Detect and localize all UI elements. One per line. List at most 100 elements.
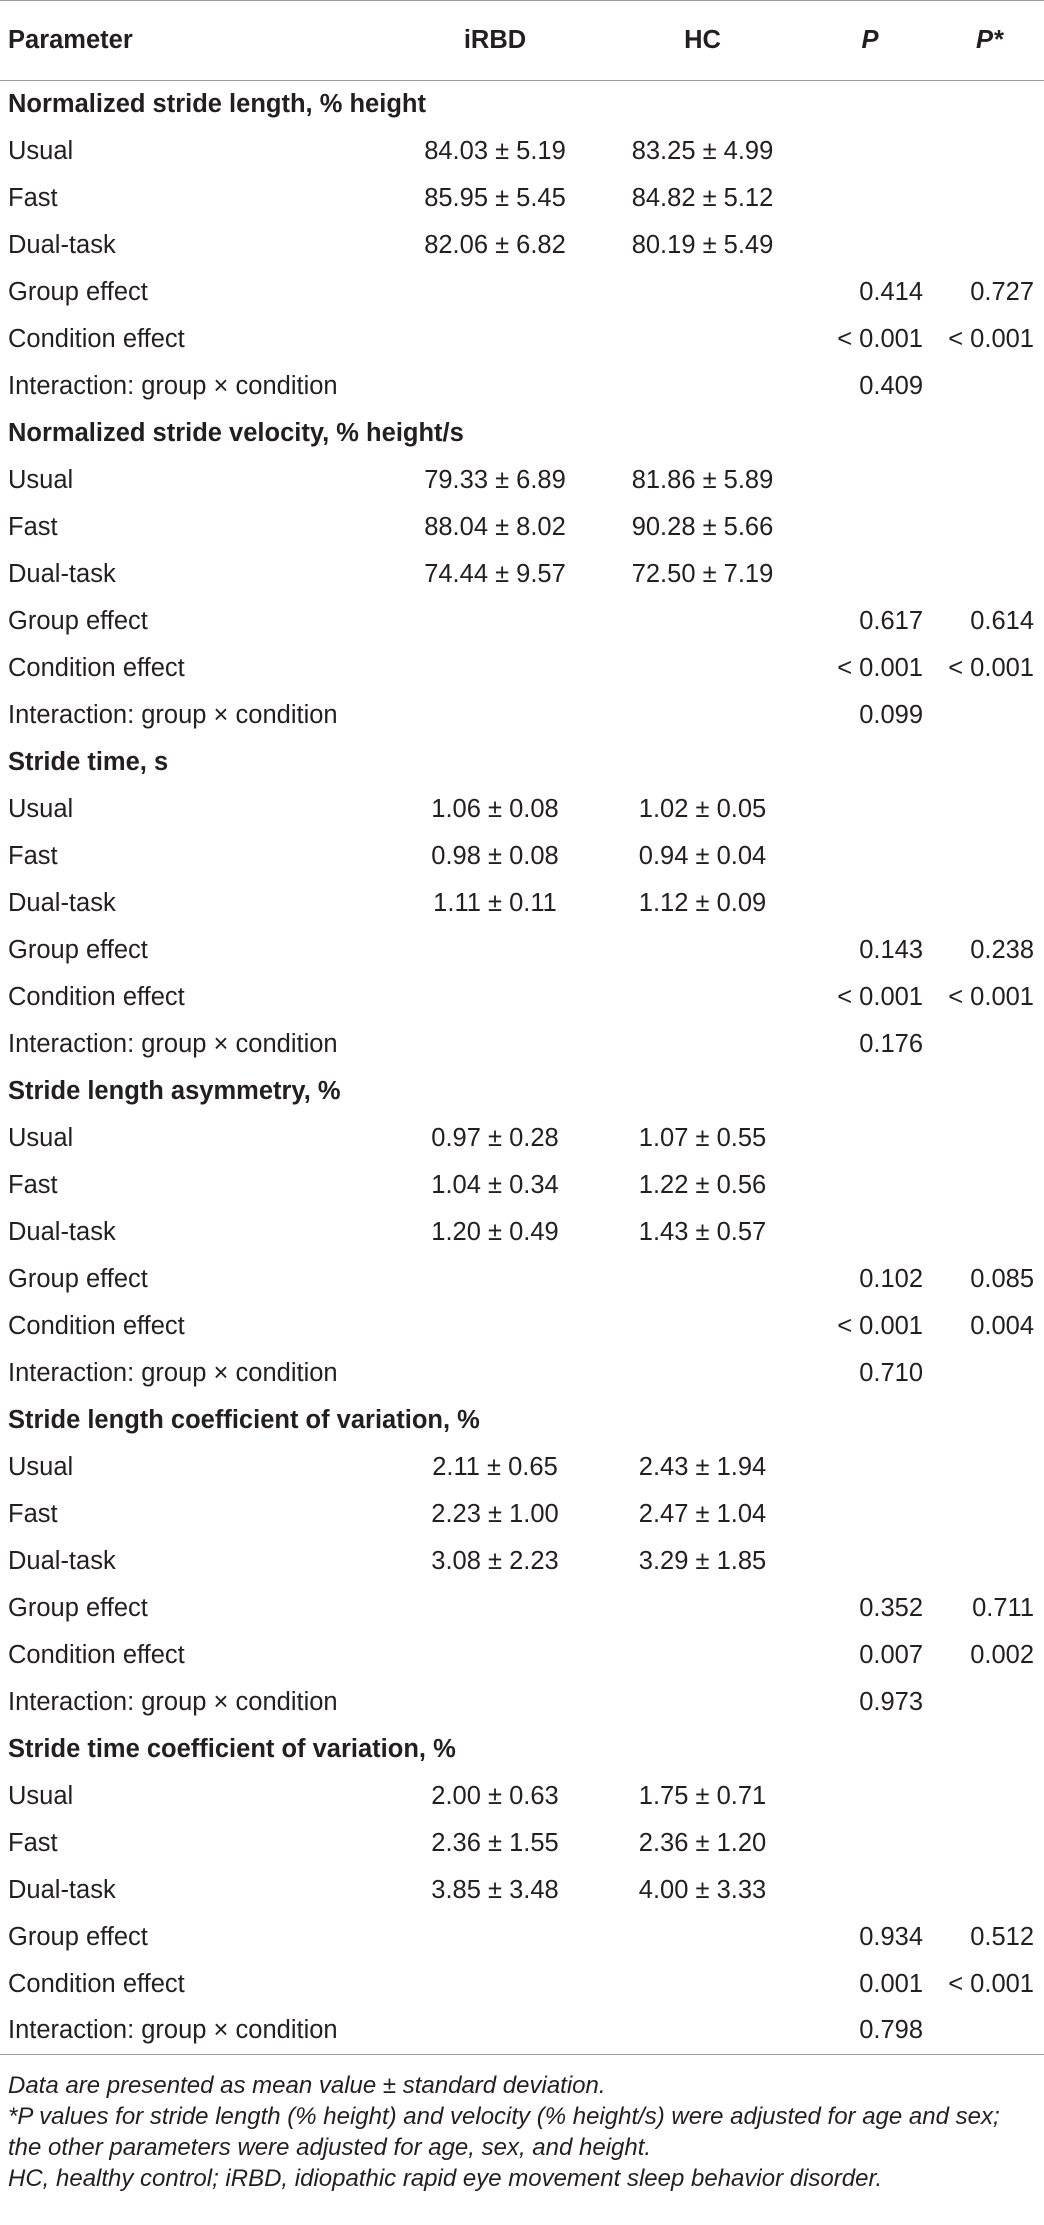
row-label: Group effect — [8, 606, 148, 635]
p-value — [805, 1209, 935, 1256]
p-adjusted-value: < 0.001 — [948, 1969, 1034, 1998]
hc-value — [600, 316, 805, 363]
table-body: Normalized stride length, % height Usual 8… — [0, 81, 1044, 2055]
row-label: Dual-task — [8, 1217, 116, 1246]
p-adjusted-value: 0.085 — [970, 1264, 1034, 1293]
hc-value — [600, 363, 805, 410]
header-p: P — [805, 0, 935, 81]
row-label: Dual-task — [8, 230, 116, 259]
row-label: Interaction: group × condition — [8, 700, 338, 729]
hc-value — [600, 974, 805, 1021]
p-adjusted-value — [935, 833, 1044, 880]
irbd-value — [390, 1256, 600, 1303]
table-row: Condition effect 0.001 < 0.001 — [0, 1961, 1044, 2008]
row-label: Interaction: group × condition — [8, 371, 338, 400]
section-header-row: Stride time, s — [0, 739, 1044, 786]
hc-value: 80.19 ± 5.49 — [631, 230, 774, 259]
table-row: Fast 2.23 ± 1.00 2.47 ± 1.04 — [0, 1491, 1044, 1538]
section-title: Stride time coefficient of variation, % — [8, 1734, 456, 1763]
table-row: Interaction: group × condition 0.176 — [0, 1021, 1044, 1068]
hc-value: 2.43 ± 1.94 — [638, 1452, 767, 1481]
row-label: Group effect — [8, 1264, 148, 1293]
p-adjusted-value — [935, 1773, 1044, 1820]
p-adjusted-value: < 0.001 — [948, 324, 1034, 353]
row-label: Usual — [8, 794, 74, 823]
table-row: Fast 2.36 ± 1.55 2.36 ± 1.20 — [0, 1820, 1044, 1867]
p-value: 0.099 — [859, 700, 923, 729]
irbd-value: 84.03 ± 5.19 — [424, 136, 566, 165]
section-header-row: Normalized stride velocity, % height/s — [0, 410, 1044, 457]
p-value — [805, 1773, 935, 1820]
table-row: Interaction: group × condition 0.409 — [0, 363, 1044, 410]
irbd-value — [390, 363, 600, 410]
p-adjusted-value — [935, 1350, 1044, 1397]
row-label: Condition effect — [8, 1640, 185, 1669]
p-value: < 0.001 — [837, 982, 923, 1011]
irbd-value: 2.11 ± 0.65 — [432, 1452, 558, 1481]
p-value — [805, 1444, 935, 1491]
p-value — [805, 222, 935, 269]
results-table-container: Parameter iRBD HC P P* Normalized stride… — [0, 0, 1044, 2055]
row-label: Condition effect — [8, 982, 185, 1011]
table-row: Usual 79.33 ± 6.89 81.86 ± 5.89 — [0, 457, 1044, 504]
footnote-abbreviations: HC, healthy control; iRBD, idiopathic ra… — [8, 2165, 883, 2192]
p-value: < 0.001 — [837, 324, 923, 353]
section-header-row: Stride length asymmetry, % — [0, 1068, 1044, 1115]
section-header-row: Stride length coefficient of variation, … — [0, 1397, 1044, 1444]
p-adjusted-value — [935, 504, 1044, 551]
p-value — [805, 128, 935, 175]
row-label: Usual — [8, 136, 74, 165]
irbd-value — [390, 974, 600, 1021]
hc-value: 72.50 ± 7.19 — [631, 559, 774, 588]
p-value: 0.798 — [805, 2007, 935, 2055]
row-label: Interaction: group × condition — [8, 1029, 338, 1058]
irbd-value: 2.36 ± 1.55 — [431, 1828, 559, 1857]
p-value — [805, 833, 935, 880]
row-label: Dual-task — [8, 559, 116, 588]
p-adjusted-value: 0.512 — [970, 1922, 1034, 1951]
p-adjusted-value: 0.614 — [970, 606, 1034, 635]
p-adjusted-value — [935, 222, 1044, 269]
p-adjusted-value — [935, 692, 1044, 739]
p-value — [805, 457, 935, 504]
irbd-value: 74.44 ± 9.57 — [424, 559, 566, 588]
p-adjusted-value — [935, 551, 1044, 598]
table-row: Dual-task 1.11 ± 0.11 1.12 ± 0.09 — [0, 880, 1044, 927]
p-value — [805, 1820, 935, 1867]
row-label: Group effect — [8, 1922, 148, 1951]
row-label: Dual-task — [8, 1875, 116, 1904]
p-adjusted-value — [935, 1679, 1044, 1726]
p-adjusted-value: 0.238 — [970, 935, 1034, 964]
p-adjusted-value: 0.004 — [970, 1311, 1034, 1340]
p-value: 0.617 — [859, 606, 923, 635]
irbd-value — [390, 2007, 600, 2055]
table-row: Group effect 0.102 0.085 — [0, 1256, 1044, 1303]
footnote-p-adjustment: *P values for stride length (% height) a… — [8, 2103, 1000, 2161]
p-adjusted-value — [935, 457, 1044, 504]
p-value: 0.143 — [859, 935, 923, 964]
p-value — [805, 1867, 935, 1914]
hc-value — [600, 598, 805, 645]
row-label: Fast — [8, 1499, 58, 1528]
table-row: Usual 2.11 ± 0.65 2.43 ± 1.94 — [0, 1444, 1044, 1491]
table-row: Interaction: group × condition 0.798 — [0, 2007, 1044, 2055]
irbd-value — [390, 692, 600, 739]
p-value: 0.352 — [859, 1593, 923, 1622]
section-title: Stride length coefficient of variation, … — [8, 1405, 480, 1434]
hc-value: 1.43 ± 0.57 — [638, 1217, 767, 1246]
table-header: Parameter iRBD HC P P* — [0, 0, 1044, 81]
table-row: Dual-task 74.44 ± 9.57 72.50 ± 7.19 — [0, 551, 1044, 598]
irbd-value: 1.11 ± 0.11 — [433, 888, 557, 917]
hc-value — [600, 1021, 805, 1068]
p-value: 0.973 — [859, 1687, 923, 1716]
hc-value — [600, 692, 805, 739]
hc-value — [600, 1585, 805, 1632]
table-row: Dual-task 1.20 ± 0.49 1.43 ± 0.57 — [0, 1209, 1044, 1256]
irbd-value — [390, 1961, 600, 2008]
table-row: Dual-task 82.06 ± 6.82 80.19 ± 5.49 — [0, 222, 1044, 269]
row-label: Condition effect — [8, 324, 185, 353]
irbd-value — [390, 269, 600, 316]
row-label: Interaction: group × condition — [0, 2007, 390, 2055]
p-value — [805, 786, 935, 833]
hc-value: 1.75 ± 0.71 — [638, 1781, 767, 1810]
